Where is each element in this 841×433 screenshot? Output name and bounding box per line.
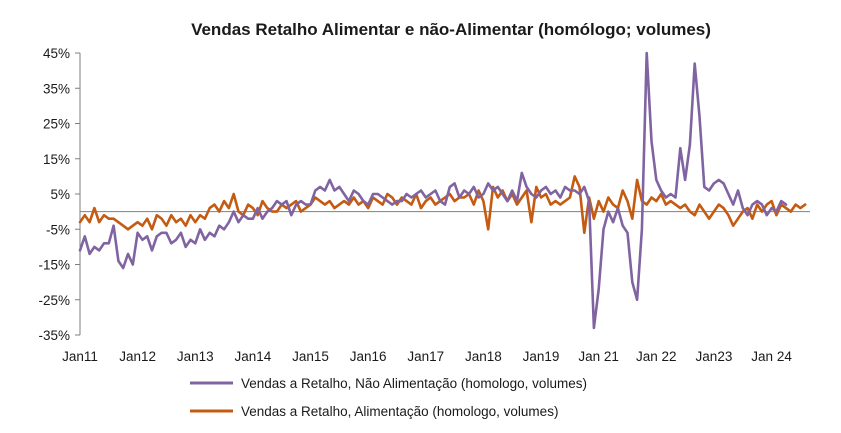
x-tick-label: Jan19 xyxy=(523,349,560,364)
series-line-2 xyxy=(78,175,807,235)
x-tick-label: Jan16 xyxy=(350,349,387,364)
y-tick-label: 25% xyxy=(43,117,70,132)
x-tick-label: Jan13 xyxy=(177,349,214,364)
y-tick-label: -5% xyxy=(46,222,70,237)
y-tick-label: 35% xyxy=(43,81,70,96)
x-axis: Jan11 Jan12 Jan13 Jan14 Jan15 Jan16 Jan17 Jan18… xyxy=(62,211,810,364)
x-tick-label: Jan17 xyxy=(407,349,444,364)
legend-label: Vendas a Retalho, Não Alimentação (homol… xyxy=(241,376,587,391)
x-tick-label: Jan15 xyxy=(292,349,329,364)
x-tick-label: Jan 24 xyxy=(751,349,792,364)
legend-label: Vendas a Retalho, Alimentação (homologo,… xyxy=(241,404,558,419)
y-tick-label: -15% xyxy=(38,258,70,273)
y-tick-label: 5% xyxy=(50,187,70,202)
y-axis: -35% -25% -15% -5% 5% 15% 25% 35% 45% xyxy=(38,46,81,343)
legend: Vendas a Retalho, Não Alimentação (homol… xyxy=(190,376,587,419)
x-tick-label: Jan23 xyxy=(696,349,733,364)
series-line-1 xyxy=(78,51,788,330)
chart-title: Vendas Retalho Alimentar e não-Alimentar… xyxy=(191,20,711,39)
plot-area xyxy=(78,51,807,330)
x-tick-label: Jan11 xyxy=(62,349,98,364)
x-tick-label: Jan 21 xyxy=(578,349,619,364)
y-tick-label: -35% xyxy=(38,328,70,343)
y-tick-label: -25% xyxy=(38,293,70,308)
y-tick-label: 15% xyxy=(43,152,70,167)
x-tick-label: Jan 22 xyxy=(636,349,677,364)
x-tick-label: Jan14 xyxy=(234,349,271,364)
y-tick-label: 45% xyxy=(43,46,70,61)
x-tick-label: Jan12 xyxy=(119,349,156,364)
x-tick-label: Jan18 xyxy=(465,349,502,364)
